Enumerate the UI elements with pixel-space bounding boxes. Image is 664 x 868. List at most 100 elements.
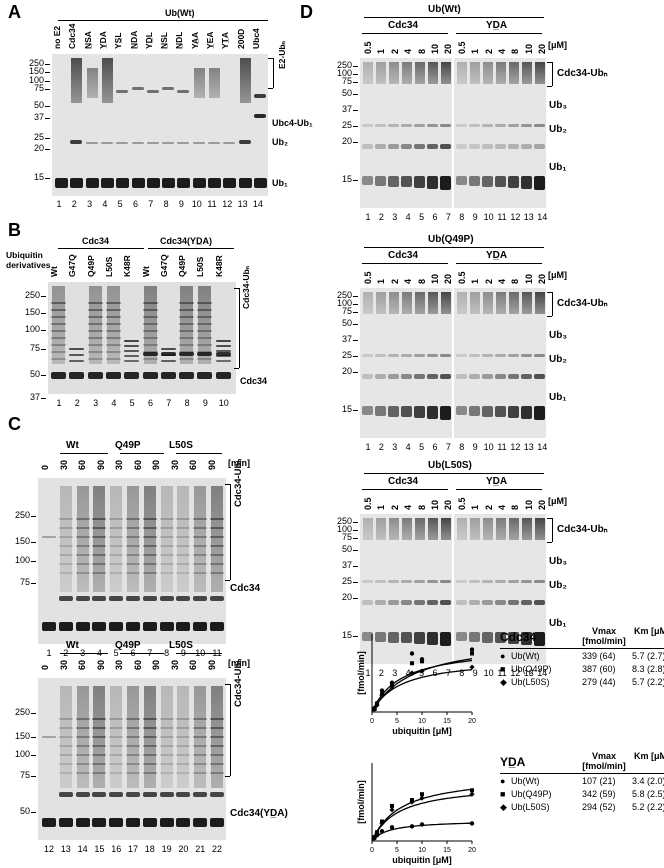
gel-band bbox=[495, 354, 506, 357]
gel-band bbox=[388, 144, 399, 149]
group-label: Wt bbox=[66, 640, 79, 651]
gel-band bbox=[508, 374, 519, 379]
gel-band bbox=[58, 745, 73, 747]
gel-band bbox=[142, 344, 158, 346]
gel-band bbox=[414, 580, 425, 583]
data-point-diamond bbox=[374, 702, 380, 708]
mw-tick bbox=[353, 372, 358, 373]
lane-number: 10 bbox=[191, 199, 202, 209]
panel-b-group2: Cdc34(YD̲A) bbox=[160, 236, 213, 246]
time-label: 60 bbox=[77, 659, 87, 670]
gel-band bbox=[456, 406, 467, 415]
lane-number: 8 bbox=[164, 648, 170, 658]
gel-band bbox=[126, 736, 140, 738]
lane-label: N̲DL bbox=[174, 31, 185, 49]
gel-band bbox=[210, 745, 224, 747]
data-point-square bbox=[390, 682, 394, 687]
mw-marker: 150 bbox=[14, 536, 30, 546]
gel-smear bbox=[496, 518, 506, 540]
gel-band bbox=[508, 354, 519, 357]
mw-marker: 75 bbox=[19, 577, 30, 587]
conc-label: 2 bbox=[389, 48, 400, 54]
gel-band bbox=[508, 144, 519, 149]
time-label: 60 bbox=[77, 459, 87, 470]
gel-smear bbox=[428, 292, 438, 314]
gel-band bbox=[126, 572, 140, 574]
mw-marker: 20 bbox=[341, 136, 352, 146]
gel-band bbox=[75, 554, 90, 556]
gel-band bbox=[58, 736, 73, 738]
gel-band bbox=[482, 632, 493, 643]
conc-label: 10 bbox=[430, 499, 440, 510]
time-label: 30 bbox=[169, 459, 180, 470]
gel-band bbox=[193, 536, 208, 538]
gel-band bbox=[375, 632, 386, 642]
mw-tick bbox=[31, 561, 36, 562]
gel-band bbox=[401, 176, 412, 188]
gel-band bbox=[521, 176, 532, 190]
bracket bbox=[239, 288, 240, 368]
gel-band bbox=[159, 818, 174, 827]
lane-number: 6 bbox=[432, 212, 438, 222]
gel-band bbox=[109, 745, 124, 747]
lane-number: 22 bbox=[212, 844, 223, 854]
gel-smear bbox=[110, 486, 123, 592]
gel-band bbox=[75, 545, 90, 547]
gel-band bbox=[388, 354, 399, 357]
gel-band bbox=[92, 536, 107, 538]
row-name: Ub(Wt) bbox=[511, 776, 540, 786]
data-point-square bbox=[372, 835, 377, 840]
band-label: Ub₂ bbox=[549, 354, 567, 365]
gel-band bbox=[142, 554, 157, 556]
gel-band bbox=[51, 316, 66, 318]
gel-smear bbox=[509, 62, 519, 84]
lane-number: 9 bbox=[472, 668, 478, 678]
gel-band bbox=[58, 718, 73, 720]
group-line bbox=[60, 653, 108, 654]
gel-band bbox=[440, 124, 451, 127]
gel-band bbox=[414, 176, 425, 189]
gel-smear bbox=[363, 62, 373, 84]
gel-band bbox=[58, 622, 73, 631]
gel-band bbox=[142, 622, 157, 631]
group-line bbox=[120, 453, 164, 454]
gel-band bbox=[87, 344, 103, 346]
gel-band bbox=[176, 527, 191, 529]
gel-band bbox=[179, 330, 195, 332]
conc-label: 8 bbox=[416, 504, 427, 510]
gel-band bbox=[375, 144, 386, 149]
gel-band bbox=[508, 124, 519, 127]
bracket-bottom bbox=[234, 368, 239, 369]
bracket-bottom bbox=[268, 88, 273, 89]
mw-marker: 250 bbox=[14, 510, 30, 520]
group-label: Wt bbox=[66, 440, 79, 451]
gel-smear bbox=[198, 286, 212, 364]
group1-label: Cdc34 bbox=[388, 20, 419, 31]
gel-band bbox=[109, 527, 124, 529]
gel-band bbox=[159, 745, 174, 747]
mw-marker: 50 bbox=[29, 369, 40, 379]
lane-number: 6 bbox=[132, 199, 138, 209]
gel-band bbox=[75, 772, 90, 774]
gel-band bbox=[75, 518, 90, 520]
gel-band bbox=[126, 792, 140, 797]
bracket-bottom bbox=[547, 86, 552, 87]
panel-b-group1: Cdc34 bbox=[82, 236, 110, 246]
gel-band bbox=[109, 754, 124, 756]
gel-band bbox=[177, 90, 190, 93]
gel-band bbox=[75, 572, 90, 574]
gel-band bbox=[176, 596, 191, 601]
gel-band bbox=[109, 772, 124, 774]
row-km: 5.2 (2.2) bbox=[632, 802, 664, 812]
gel-band bbox=[440, 600, 451, 605]
gel-band bbox=[210, 572, 224, 574]
gel-band bbox=[162, 178, 176, 188]
conc-label: 4 bbox=[403, 278, 414, 284]
mw-marker: 150 bbox=[28, 66, 44, 76]
mw-marker: 50 bbox=[19, 806, 30, 816]
bracket-bottom bbox=[225, 776, 230, 777]
gel-band bbox=[51, 302, 66, 304]
conc-label: 20 bbox=[443, 273, 454, 284]
lane-number: 6 bbox=[432, 442, 438, 452]
conc-label: 20 bbox=[537, 499, 548, 510]
